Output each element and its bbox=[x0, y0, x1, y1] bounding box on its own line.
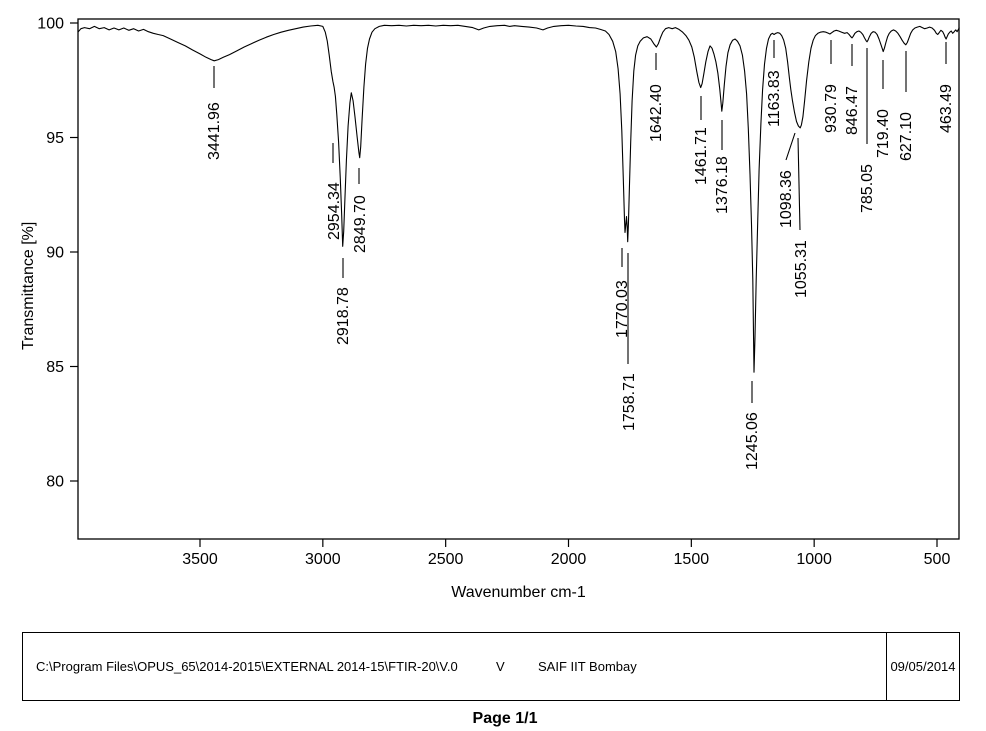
peak-value-label: 1642.40 bbox=[648, 84, 665, 142]
page-number-label: Page 1/1 bbox=[472, 710, 538, 727]
date-text: 09/05/2014 bbox=[890, 659, 956, 674]
y-tick-label: 85 bbox=[46, 359, 64, 376]
peak-value-label: 846.47 bbox=[844, 86, 861, 135]
x-tick-label: 3000 bbox=[305, 551, 341, 568]
lab-name-text: SAIF IIT Bombay bbox=[538, 659, 637, 674]
peak-value-label: 2954.34 bbox=[326, 182, 343, 240]
operator-code-text: V bbox=[496, 659, 505, 674]
peak-value-label: 627.10 bbox=[898, 112, 915, 161]
y-axis-title: Transmittance [%] bbox=[20, 222, 37, 350]
peak-value-label: 1376.18 bbox=[714, 156, 731, 214]
peak-value-label: 1055.31 bbox=[793, 240, 810, 298]
peak-value-label: 1098.36 bbox=[778, 170, 795, 228]
file-path-text: C:\Program Files\OPUS_65\2014-2015\EXTER… bbox=[36, 659, 458, 674]
peak-value-label: 1461.71 bbox=[693, 127, 710, 185]
y-tick-label: 95 bbox=[46, 130, 64, 147]
peak-value-label: 2918.78 bbox=[335, 287, 352, 345]
plot-frame bbox=[77, 18, 960, 540]
spectrum-curve bbox=[77, 24, 960, 373]
peak-leader-line bbox=[785, 132, 796, 161]
peak-value-label: 463.49 bbox=[938, 84, 955, 133]
peak-leader-line bbox=[797, 137, 801, 231]
peak-value-label: 1770.03 bbox=[614, 280, 631, 338]
ftir-spectrum-chart: 100 95 90 85 80 3500 3000 2500 2000 1500 1000 500 Tr… bbox=[20, 16, 960, 601]
peak-value-label: 1245.06 bbox=[744, 412, 761, 470]
peak-value-label: 719.40 bbox=[875, 109, 892, 158]
x-tick-label: 2500 bbox=[428, 551, 464, 568]
y-tick-label: 80 bbox=[46, 474, 64, 491]
x-tick-label: 2000 bbox=[551, 551, 587, 568]
peak-value-label: 930.79 bbox=[823, 84, 840, 133]
peak-value-label: 2849.70 bbox=[352, 195, 369, 253]
x-tick-label: 1500 bbox=[674, 551, 710, 568]
footer-info-box: C:\Program Files\OPUS_65\2014-2015\EXTER… bbox=[22, 632, 960, 701]
peak-value-label: 1163.83 bbox=[766, 70, 783, 127]
y-tick-label: 90 bbox=[46, 245, 64, 262]
x-tick-label: 1000 bbox=[796, 551, 832, 568]
date-cell: 09/05/2014 bbox=[886, 633, 959, 700]
x-tick-label: 3500 bbox=[182, 551, 218, 568]
peak-value-label: 3441.96 bbox=[206, 102, 223, 160]
y-tick-label: 100 bbox=[37, 16, 64, 33]
peak-value-label: 785.05 bbox=[859, 164, 876, 213]
x-axis-title: Wavenumber cm-1 bbox=[451, 584, 586, 601]
x-tick-label: 500 bbox=[924, 551, 951, 568]
peak-value-label: 1758.71 bbox=[621, 373, 638, 431]
